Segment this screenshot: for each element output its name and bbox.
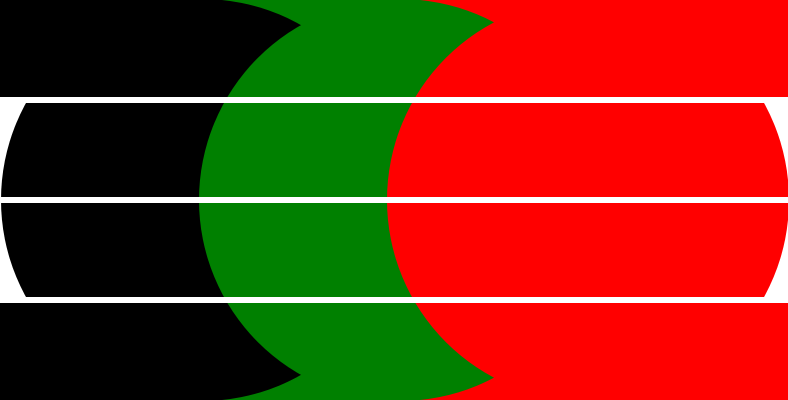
- white-stripe-1: [0, 97, 788, 103]
- white-stripe-3: [0, 297, 788, 303]
- white-stripe-2: [0, 197, 788, 203]
